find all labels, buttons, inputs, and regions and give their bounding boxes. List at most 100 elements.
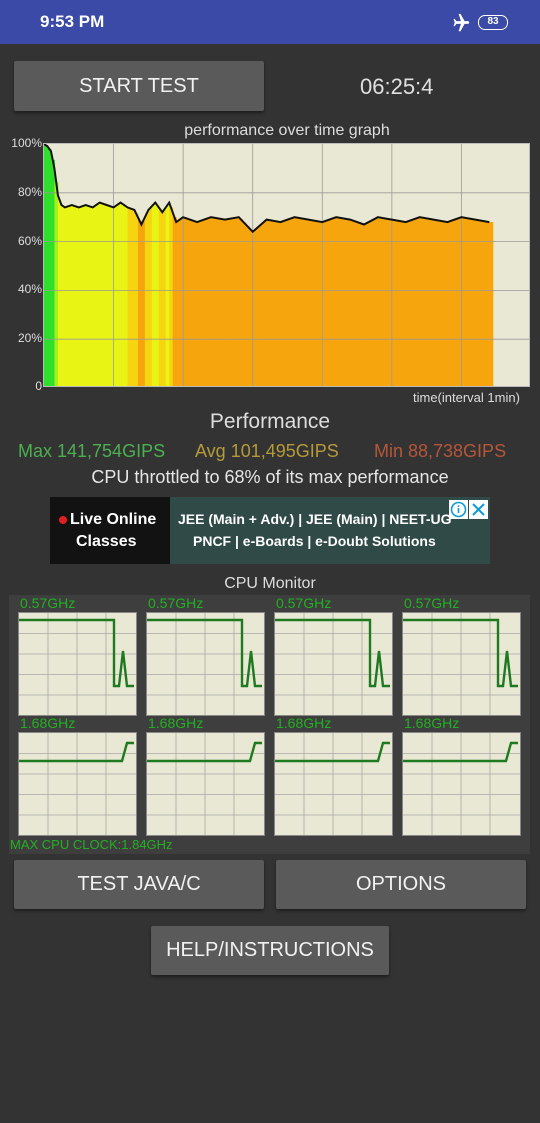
performance-bar <box>322 221 327 386</box>
ad-banner[interactable]: Live Online Classes JEE (Main + Adv.) | … <box>50 497 490 564</box>
performance-bar <box>468 218 473 386</box>
performance-bar <box>440 221 445 386</box>
performance-bar <box>412 219 417 386</box>
core-frequency-label: 1.68GHz <box>276 715 332 731</box>
performance-bar <box>89 206 94 386</box>
performance-bar <box>82 205 87 386</box>
core-frequency-label: 0.57GHz <box>148 595 204 611</box>
performance-bar <box>304 219 309 386</box>
performance-bar <box>353 221 358 386</box>
performance-bar <box>409 220 414 386</box>
performance-bar <box>137 220 142 386</box>
ad-text-line2: PNCF | e-Boards | e-Doubt Solutions <box>193 533 436 549</box>
status-time: 9:53 PM <box>40 12 105 31</box>
performance-bar <box>47 148 52 386</box>
performance-bar <box>238 219 243 386</box>
performance-bar <box>329 219 334 386</box>
cpu-core-graph <box>18 612 138 717</box>
close-icon[interactable] <box>469 500 488 519</box>
performance-bar <box>336 217 341 386</box>
performance-bar <box>367 221 372 386</box>
performance-bar <box>228 218 233 386</box>
performance-bar <box>64 206 69 386</box>
performance-bar <box>103 204 108 386</box>
performance-bar <box>384 218 389 386</box>
options-button[interactable]: OPTIONS <box>276 860 526 909</box>
performance-bar <box>172 217 177 386</box>
status-bar: 9:53 PM 83 <box>0 0 540 44</box>
performance-bar <box>419 217 424 386</box>
cpu-core-graph <box>18 732 138 837</box>
performance-bar <box>311 220 316 386</box>
performance-bar <box>454 219 459 386</box>
performance-bar <box>478 220 483 386</box>
performance-bar <box>374 218 379 386</box>
y-label-100: 100% <box>11 136 42 150</box>
performance-bar <box>127 208 132 386</box>
info-icon[interactable] <box>449 500 468 519</box>
y-label-0: 0 <box>35 379 42 393</box>
performance-bar <box>377 217 383 386</box>
performance-bar <box>85 205 90 386</box>
live-dot-icon <box>59 516 67 524</box>
performance-bar <box>113 206 118 386</box>
cpu-core-chart <box>147 733 266 837</box>
help-instructions-button[interactable]: HELP/INSTRUCTIONS <box>151 926 389 975</box>
performance-bar <box>106 205 111 386</box>
performance-bar <box>75 206 80 386</box>
performance-bar <box>364 223 369 386</box>
core-frequency-line <box>275 741 390 763</box>
performance-bar <box>165 205 170 386</box>
performance-bar <box>294 217 299 386</box>
min-performance: Min 88,738GIPS <box>374 441 507 461</box>
performance-bar <box>290 217 296 386</box>
performance-bar <box>249 230 254 386</box>
performance-bar <box>144 213 149 386</box>
performance-bar <box>204 219 209 386</box>
cpu-core-chart <box>147 613 266 717</box>
performance-bar <box>68 205 73 386</box>
start-test-button[interactable]: START TEST <box>14 61 264 111</box>
x-axis-label: time(interval 1min) <box>413 390 520 405</box>
performance-bar <box>50 159 56 386</box>
performance-bar <box>151 204 156 386</box>
y-label-80: 80% <box>17 185 42 199</box>
performance-bar <box>405 221 410 386</box>
performance-bar <box>120 203 125 386</box>
performance-bar <box>277 221 282 386</box>
ad-title-line2: Classes <box>76 533 137 550</box>
core-frequency-line <box>19 741 134 763</box>
performance-bar <box>99 203 104 386</box>
performance-bar <box>61 206 66 386</box>
performance-bar <box>450 220 456 386</box>
airplane-icon <box>453 13 470 32</box>
performance-bar <box>124 206 129 386</box>
cpu-core-graph <box>274 732 394 837</box>
core-frequency-line <box>147 741 262 763</box>
max-cpu-clock: MAX CPU CLOCK:1.84GHz <box>10 837 173 852</box>
performance-bar <box>186 219 191 386</box>
performance-bar <box>78 206 83 386</box>
performance-bar <box>183 217 188 386</box>
performance-bar <box>343 218 348 386</box>
cpu-core-graph <box>274 612 394 717</box>
performance-bar <box>402 221 407 386</box>
cpu-core-chart <box>19 613 138 717</box>
performance-bar <box>92 206 97 386</box>
performance-bar <box>346 219 351 386</box>
throttle-summary: CPU throttled to 68% of its max performa… <box>91 467 449 487</box>
performance-bar <box>54 181 59 386</box>
performance-bar <box>200 220 205 386</box>
cpu-core-chart <box>275 733 394 837</box>
elapsed-timer: 06:25:4 <box>360 74 434 99</box>
performance-bar <box>447 221 452 386</box>
test-java-c-button[interactable]: TEST JAVA/C <box>14 860 264 909</box>
performance-bar <box>179 218 184 386</box>
core-frequency-line <box>275 618 390 688</box>
performance-bar <box>308 219 313 386</box>
performance-bar <box>388 219 393 386</box>
core-frequency-label: 1.68GHz <box>148 715 204 731</box>
performance-bar <box>259 224 264 386</box>
ad-text-line1: JEE (Main + Adv.) | JEE (Main) | NEET-UG <box>178 511 452 527</box>
performance-bar <box>370 219 376 386</box>
